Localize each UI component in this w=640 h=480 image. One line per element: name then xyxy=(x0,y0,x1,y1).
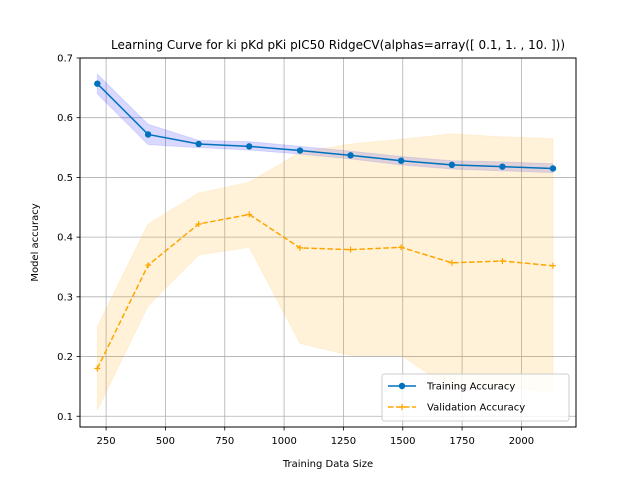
data-point xyxy=(144,131,152,138)
legend-label: Validation Accuracy xyxy=(427,403,525,414)
data-point xyxy=(195,220,202,227)
x-tick-label: 1500 xyxy=(390,436,415,447)
data-point xyxy=(246,143,253,150)
data-point xyxy=(397,157,405,164)
data-point xyxy=(448,259,455,266)
data-point xyxy=(398,244,405,251)
data-point xyxy=(347,152,354,159)
y-tick-label: 0.3 xyxy=(57,292,73,303)
legend-box xyxy=(381,373,570,422)
series-markers xyxy=(94,80,557,372)
y-tick-label: 0.4 xyxy=(57,233,73,244)
plot-frame xyxy=(79,57,577,428)
chart-title: Learning Curve for ki pKd pKi pIC50 Ridg… xyxy=(111,38,565,52)
y-tick-label: 0.2 xyxy=(57,352,73,363)
y-tick-label: 0.5 xyxy=(57,173,73,184)
confidence-band-0 xyxy=(96,72,554,174)
data-point xyxy=(94,80,101,87)
x-axis-label: Training Data Size xyxy=(282,459,373,470)
data-point xyxy=(499,258,506,265)
series-lines xyxy=(96,83,554,369)
y-axis-label: Model accuracy xyxy=(30,203,41,281)
legend-swatch-marker xyxy=(398,382,406,390)
x-tick-label: 1750 xyxy=(449,436,474,447)
x-tick-label: 2000 xyxy=(509,436,534,447)
data-point xyxy=(94,365,101,372)
data-point xyxy=(296,244,303,251)
data-point xyxy=(296,147,304,154)
legend-swatch-marker xyxy=(399,404,405,410)
x-tick-label: 1250 xyxy=(331,436,356,447)
x-tick-label: 500 xyxy=(156,436,175,447)
grid xyxy=(80,57,576,427)
legend: Training Accuracy Validation Accuracy xyxy=(381,373,570,422)
data-point xyxy=(549,262,556,269)
data-point xyxy=(347,246,354,253)
axis-ticks: 250 500 750 1000 1250 1500 1750 2000 0.1 0.2 0.3 0.… xyxy=(57,54,534,448)
data-point xyxy=(195,140,202,148)
y-tick-label: 0.1 xyxy=(57,412,73,423)
data-point xyxy=(145,262,152,269)
data-point xyxy=(246,211,253,218)
y-tick-label: 0.7 xyxy=(57,54,73,65)
x-tick-label: 1000 xyxy=(271,436,296,447)
data-point xyxy=(549,165,557,172)
y-tick-label: 0.6 xyxy=(57,113,73,124)
legend-label: Training Accuracy xyxy=(426,382,515,393)
x-tick-label: 750 xyxy=(215,436,234,447)
data-point xyxy=(499,163,506,170)
x-tick-label: 250 xyxy=(97,436,116,447)
data-point xyxy=(448,161,456,169)
series-line-1 xyxy=(96,213,554,369)
series-line-0 xyxy=(96,83,554,170)
